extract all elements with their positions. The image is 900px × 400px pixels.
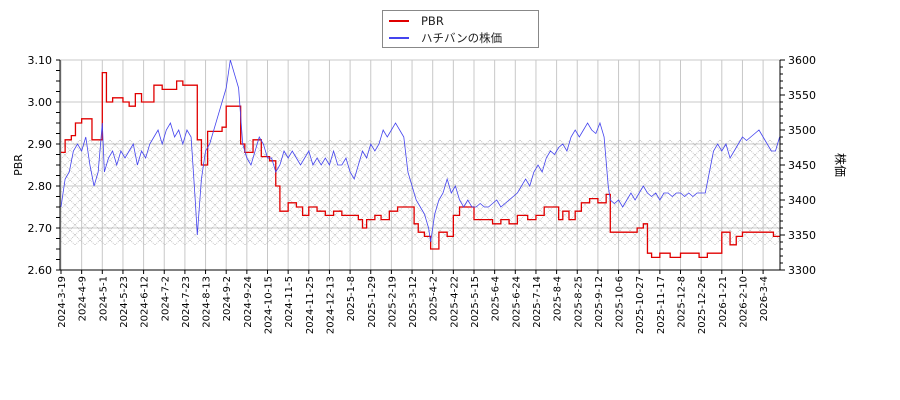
svg-text:2024-12-13: 2024-12-13 [325,276,336,334]
legend-item-pbr: PBR [389,13,444,29]
shaded-band [60,139,780,245]
svg-text:3400: 3400 [788,194,816,207]
svg-text:3500: 3500 [788,124,816,137]
svg-text:2.70: 2.70 [28,222,53,235]
svg-text:2025-11-17: 2025-11-17 [656,276,667,334]
x-axis-ticks: 2024-3-19 2024-4-9 2024-5-1 2024-5-23 2024-6… [57,270,770,334]
svg-text:2025-4-2: 2025-4-2 [429,276,440,321]
svg-text:3450: 3450 [788,159,816,172]
svg-text:2024-8-13: 2024-8-13 [202,276,213,328]
svg-text:2026-2-10: 2026-2-10 [738,276,749,328]
svg-text:2025-8-4: 2025-8-4 [553,276,564,321]
legend-label-price: ハチバンの株価 [421,31,503,45]
svg-text:3300: 3300 [788,264,816,277]
svg-text:2025-4-22: 2025-4-22 [449,276,460,328]
svg-text:2026-3-4: 2026-3-4 [759,276,770,321]
left-axis-label: PBR [12,154,25,176]
svg-text:2025-10-6: 2025-10-6 [615,276,626,328]
svg-text:3600: 3600 [788,54,816,67]
svg-text:2024-9-2: 2024-9-2 [222,276,233,321]
svg-text:2025-1-29: 2025-1-29 [367,276,378,328]
svg-text:2024-10-15: 2024-10-15 [264,276,275,334]
svg-text:3350: 3350 [788,229,816,242]
svg-text:2025-10-27: 2025-10-27 [635,276,646,334]
svg-text:2024-11-25: 2024-11-25 [305,276,316,334]
svg-text:2024-4-9: 2024-4-9 [78,276,89,321]
svg-text:2024-7-23: 2024-7-23 [181,276,192,328]
svg-text:3550: 3550 [788,89,816,102]
svg-text:2024-5-23: 2024-5-23 [119,276,130,328]
svg-text:2025-8-25: 2025-8-25 [573,276,584,328]
svg-text:3.00: 3.00 [28,96,53,109]
svg-text:2024-11-5: 2024-11-5 [284,276,295,328]
svg-text:2026-1-21: 2026-1-21 [718,276,729,328]
svg-text:2024-7-2: 2024-7-2 [160,276,171,321]
svg-text:2025-6-24: 2025-6-24 [511,276,522,328]
svg-text:2.60: 2.60 [28,264,53,277]
svg-text:3.10: 3.10 [28,54,53,67]
legend-item-price: ハチバンの株価 [389,30,502,46]
svg-text:2025-12-8: 2025-12-8 [677,276,688,328]
svg-text:2025-6-4: 2025-6-4 [491,276,502,321]
pbr-swatch-icon [389,20,409,22]
svg-text:2025-12-26: 2025-12-26 [697,276,708,334]
svg-text:2024-5-1: 2024-5-1 [98,276,109,321]
svg-text:2.90: 2.90 [28,138,53,151]
pbr-line [61,71,780,259]
svg-text:2025-2-19: 2025-2-19 [387,276,398,328]
price-line [60,60,780,243]
svg-text:2024-3-19: 2024-3-19 [57,276,68,328]
right-axis-label: 株価 [833,153,848,177]
svg-text:2024-9-24: 2024-9-24 [243,276,254,328]
svg-text:2024-6-12: 2024-6-12 [140,276,151,328]
left-axis-ticks: 3.10 3.00 2.90 2.80 2.70 2.60 [28,54,60,277]
svg-text:2025-5-15: 2025-5-15 [470,276,481,328]
legend-label-pbr: PBR [421,14,444,28]
right-axis-ticks: 3600 3550 3500 3450 3400 3350 3300 [780,54,816,277]
svg-text:2025-7-14: 2025-7-14 [532,276,543,328]
svg-text:2.80: 2.80 [28,180,53,193]
svg-text:2025-3-12: 2025-3-12 [408,276,419,328]
svg-text:2025-9-12: 2025-9-12 [594,276,605,328]
legend: PBR ハチバンの株価 [382,10,539,48]
svg-text:2025-1-8: 2025-1-8 [346,276,357,321]
price-swatch-icon [389,37,409,39]
